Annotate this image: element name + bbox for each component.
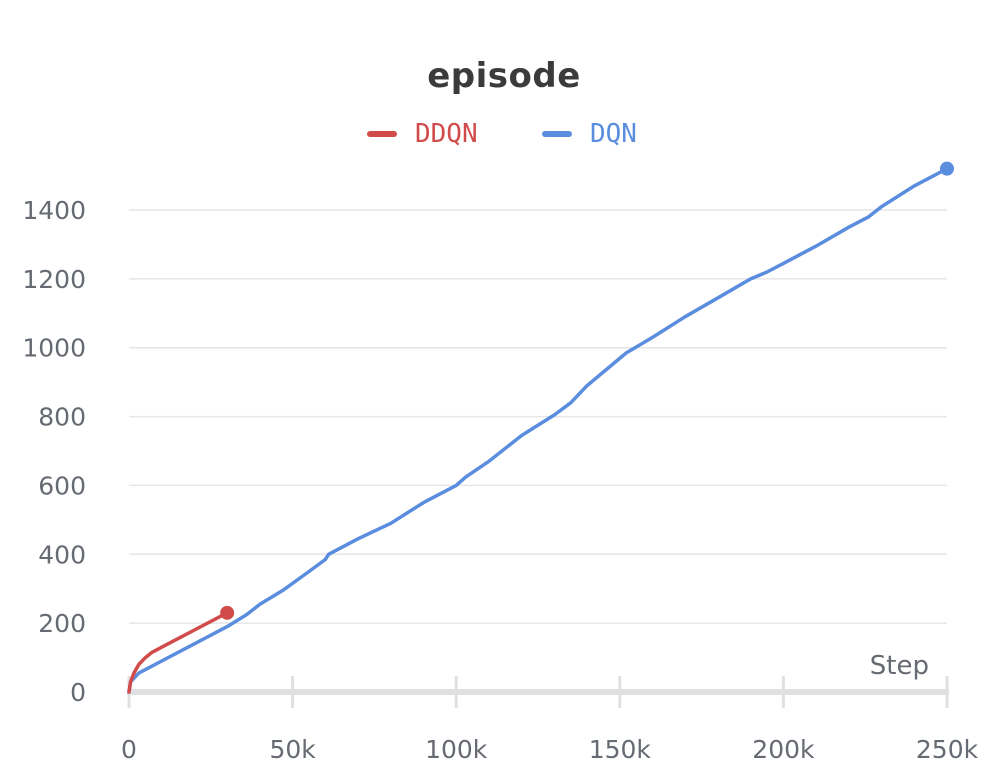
series-end-point-dqn [940, 161, 954, 176]
legend-swatch-ddqn [367, 131, 397, 137]
grid [129, 209, 947, 624]
x-tick-label-100k: 100k [425, 735, 488, 764]
legend-label-ddqn: DDQN [415, 119, 478, 149]
series-line-ddqn [127, 611, 229, 694]
y-tick-label-800: 800 [38, 403, 86, 432]
legend-label-dqn: DQN [590, 119, 637, 149]
series-end-point-ddqn [220, 605, 235, 620]
series [127, 161, 954, 694]
x-axis: 0 50k 100k 150k 200k 250k [121, 676, 979, 764]
y-tick-label-400: 400 [38, 540, 86, 569]
x-tick-label-150k: 150k [589, 735, 652, 764]
series-line-dqn [127, 166, 949, 694]
x-tick-label-50k: 50k [269, 735, 316, 764]
y-tick-label-0: 0 [70, 678, 86, 707]
x-tick-label-250k: 250k [916, 735, 979, 764]
y-tick-label-1400: 1400 [22, 196, 86, 225]
y-axis: 0 200 400 600 800 1000 1200 1400 [22, 196, 86, 707]
y-tick-label-600: 600 [38, 471, 86, 500]
y-tick-label-1200: 1200 [22, 265, 86, 294]
x-tick-label-0: 0 [121, 735, 137, 764]
legend-item-ddqn[interactable]: DDQN [367, 114, 478, 154]
legend: DDQN DQN [0, 114, 1008, 154]
legend-swatch-dqn [542, 131, 572, 137]
y-tick-label-200: 200 [38, 609, 86, 638]
x-axis-title: Step [870, 651, 929, 681]
chart-title: episode [427, 56, 581, 96]
legend-item-dqn[interactable]: DQN [542, 114, 637, 154]
x-tick-label-200k: 200k [752, 735, 815, 764]
y-tick-label-1000: 1000 [22, 334, 86, 363]
